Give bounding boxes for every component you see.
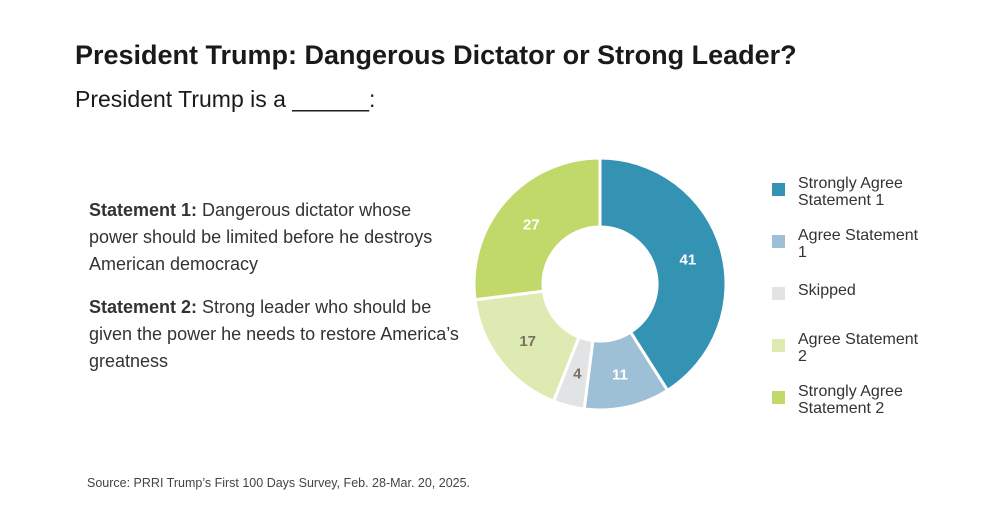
legend: Strongly Agree Statement 1 Agree Stateme…: [772, 175, 928, 435]
legend-label: Strongly Agree Statement 2: [798, 383, 903, 417]
legend-swatch: [772, 391, 785, 404]
data-label-agree-statement-2: 17: [519, 333, 536, 350]
chart-subtitle: President Trump is a ______:: [75, 86, 376, 112]
statement-1: Statement 1: Dangerous dictator whose po…: [89, 197, 464, 278]
legend-swatch: [772, 183, 785, 196]
data-label-agree-statement-1: 11: [612, 366, 628, 383]
statements-panel: Statement 1: Dangerous dictator whose po…: [89, 197, 464, 391]
legend-item-strongly-agree-2: Strongly Agree Statement 2: [772, 383, 928, 435]
donut-slice-agree-statement-2: [473, 289, 581, 404]
data-label-strongly-agree-statement-1: 41: [680, 251, 697, 268]
legend-label: Skipped: [798, 282, 856, 299]
legend-item-agree-2: Agree Statement 2: [772, 331, 928, 383]
statement-2: Statement 2: Strong leader who should be…: [89, 294, 464, 375]
legend-item-strongly-agree-1: Strongly Agree Statement 1: [772, 175, 928, 227]
legend-label: Agree Statement 1: [798, 227, 919, 261]
statement-1-text: Dangerous dictator whose power should be…: [89, 200, 433, 274]
statement-2-text: Strong leader who should be given the po…: [89, 297, 459, 371]
legend-item-agree-1: Agree Statement 1: [772, 227, 928, 279]
statement-1-label: Statement 1:: [89, 200, 198, 220]
legend-item-skipped: Skipped: [772, 279, 928, 331]
data-label-strongly-agree-statement-2: 27: [523, 216, 540, 233]
legend-label: Agree Statement 2: [798, 331, 919, 365]
legend-label: Strongly Agree Statement 1: [798, 175, 903, 209]
legend-swatch: [772, 287, 785, 300]
chart-title: President Trump: Dangerous Dictator or S…: [75, 40, 797, 70]
donut-slice-strongly-agree-statement-2: [472, 156, 602, 302]
source-note: Source: PRRI Trump’s First 100 Days Surv…: [87, 476, 471, 490]
statement-2-label: Statement 2:: [89, 297, 198, 317]
legend-swatch: [772, 339, 785, 352]
legend-swatch: [772, 235, 785, 248]
data-label-skipped: 4: [573, 366, 582, 383]
